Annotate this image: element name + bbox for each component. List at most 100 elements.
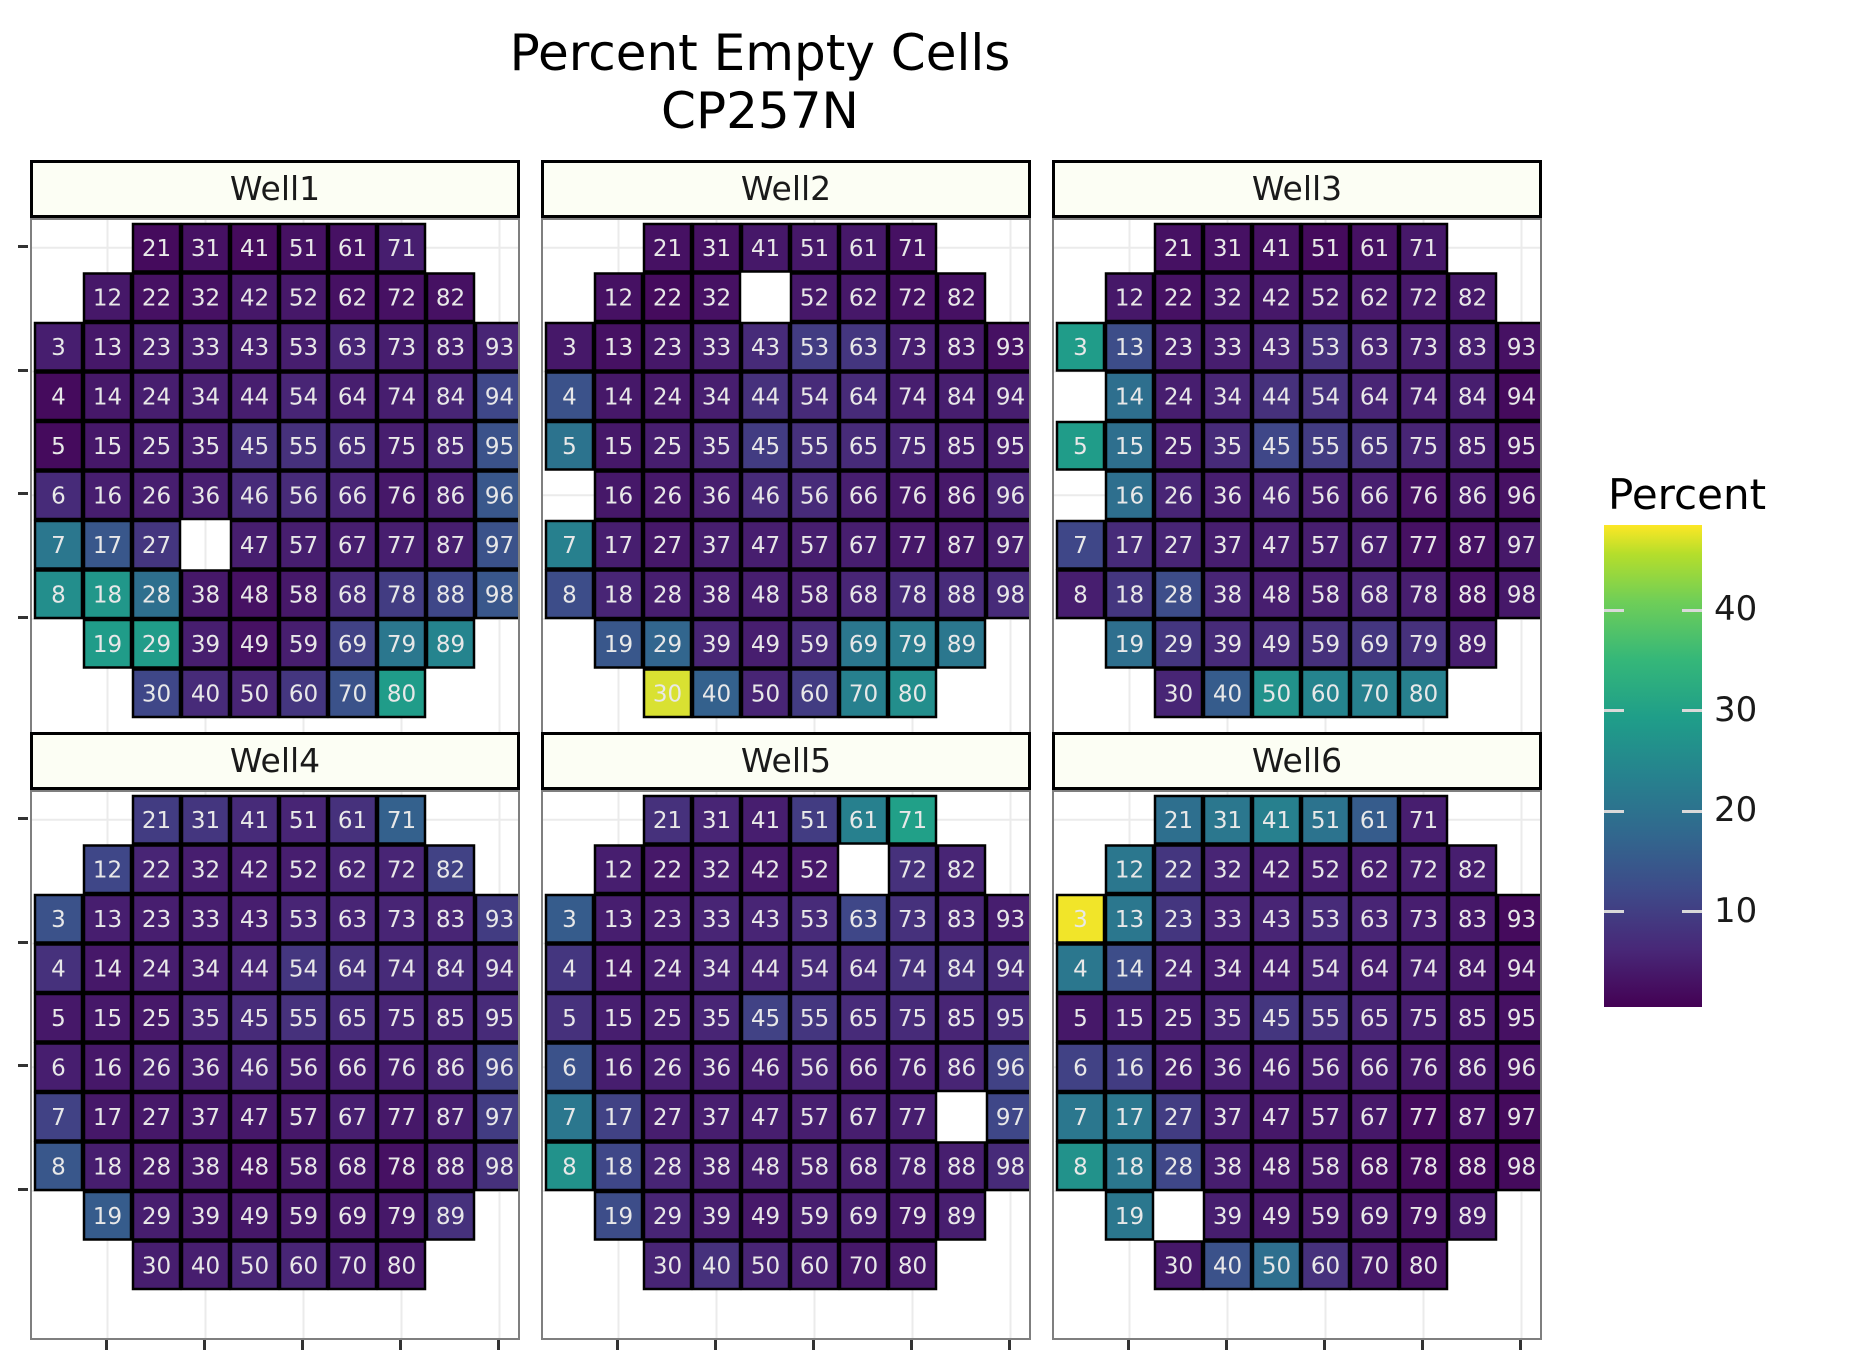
heatmap-cell [1153, 794, 1204, 845]
heatmap-cell [1153, 992, 1204, 1043]
heatmap-cell [1300, 470, 1351, 521]
heatmap-cell [691, 321, 742, 372]
heatmap-cell [229, 371, 280, 422]
cell-label: 13 [604, 907, 633, 933]
cell-label: 15 [1115, 434, 1144, 460]
heatmap-cell [887, 470, 938, 521]
legend-tick-label: 40 [1714, 589, 1758, 630]
heatmap-cell [1300, 569, 1351, 620]
cell-label: 63 [338, 907, 367, 933]
heatmap-cell [278, 1190, 329, 1241]
cell-label: 49 [751, 1204, 780, 1230]
cell-label: 13 [604, 335, 633, 361]
heatmap-cell [838, 222, 889, 273]
cell-label: 67 [338, 533, 367, 559]
heatmap-cell [544, 943, 595, 994]
heatmap-cell [1202, 618, 1253, 669]
heatmap-cell [691, 420, 742, 471]
heatmap-cell [838, 1042, 889, 1093]
cell-label: 35 [702, 434, 731, 460]
heatmap-cell [1447, 470, 1498, 521]
cell-label: 52 [289, 285, 318, 311]
heatmap-cell [838, 1091, 889, 1142]
heatmap-cell [425, 943, 476, 994]
heatmap-cell [1349, 1141, 1400, 1192]
cell-label: 4 [1073, 956, 1088, 982]
heatmap-cell [278, 668, 329, 719]
facet-panel-well4: Well4 21 31 41 51 61 71 12 22 32 42 52 62 72 82 3 13 23 33… [18, 732, 520, 1350]
heatmap-cell [1300, 222, 1351, 273]
heatmap-cell [82, 893, 133, 944]
cell-label: 96 [1507, 483, 1536, 509]
heatmap-cell [593, 943, 644, 994]
heatmap-cell [82, 844, 133, 895]
heatmap-cell [425, 321, 476, 372]
heatmap-cell [1153, 272, 1204, 323]
heatmap-cell [1349, 1190, 1400, 1241]
cell-label: 7 [562, 533, 577, 559]
cell-label: 61 [849, 236, 878, 262]
cell-label: 18 [1115, 582, 1144, 608]
cell-label: 39 [191, 632, 220, 658]
heatmap-cell [327, 470, 378, 521]
heatmap-cell [691, 222, 742, 273]
cell-label: 33 [1213, 335, 1242, 361]
cell-label: 13 [1115, 335, 1144, 361]
heatmap-cell [180, 1240, 231, 1291]
heatmap-cell [887, 943, 938, 994]
heatmap-cell [1496, 321, 1540, 372]
heatmap-cell [740, 1240, 791, 1291]
x-axis-tick [496, 1340, 500, 1350]
heatmap-cell [327, 668, 378, 719]
heatmap-cell [1104, 618, 1155, 669]
heatmap-cell [327, 844, 378, 895]
cell-label: 23 [1164, 907, 1193, 933]
heatmap-cell [474, 321, 518, 372]
heatmap-cell [1104, 1190, 1155, 1241]
heatmap-cell [180, 371, 231, 422]
heatmap-cell [544, 371, 595, 422]
heatmap-cell [376, 1141, 427, 1192]
heatmap-cell [278, 470, 329, 521]
heatmap-cell [1349, 222, 1400, 273]
heatmap-cell [180, 222, 231, 273]
cell-label: 79 [1409, 632, 1438, 658]
heatmap-cell [278, 794, 329, 845]
heatmap-cell [376, 321, 427, 372]
heatmap-cell [1300, 844, 1351, 895]
cell-label: 43 [1262, 907, 1291, 933]
heatmap-cell [1447, 1141, 1498, 1192]
heatmap-cell [131, 943, 182, 994]
cell-label: 79 [1409, 1204, 1438, 1230]
cell-label: 73 [387, 335, 416, 361]
heatmap-cell [887, 569, 938, 620]
cell-label: 95 [996, 434, 1025, 460]
heatmap-cell [1398, 222, 1449, 273]
cell-label: 96 [485, 483, 514, 509]
cell-label: 89 [947, 632, 976, 658]
heatmap-cell [789, 569, 840, 620]
cell-label: 83 [1458, 335, 1487, 361]
heatmap-cell [327, 1141, 378, 1192]
cell-label: 36 [702, 483, 731, 509]
heatmap-cell [131, 371, 182, 422]
cell-label: 12 [93, 285, 122, 311]
cell-label: 36 [1213, 483, 1242, 509]
heatmap-cell [1153, 470, 1204, 521]
heatmap-cell [789, 618, 840, 669]
heatmap-cell [887, 618, 938, 669]
heatmap-cell [593, 1042, 644, 1093]
heatmap-cell [1055, 321, 1106, 372]
heatmap-cell [1251, 470, 1302, 521]
heatmap-cell [1349, 470, 1400, 521]
cell-label: 55 [800, 434, 829, 460]
heatmap-cell [1104, 569, 1155, 620]
y-axis-tick [18, 616, 28, 619]
cell-label: 44 [751, 384, 780, 410]
cell-label: 40 [702, 1253, 731, 1279]
cell-label: 33 [191, 907, 220, 933]
heatmap-cell [1349, 569, 1400, 620]
heatmap-cell [229, 1240, 280, 1291]
cell-label: 78 [898, 582, 927, 608]
